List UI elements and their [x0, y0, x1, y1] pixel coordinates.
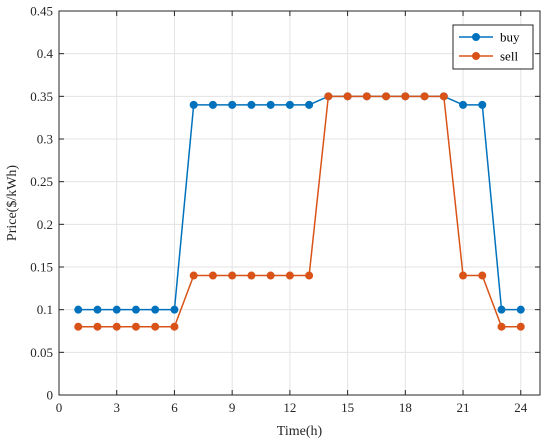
data-point-sell	[305, 271, 314, 280]
x-tick-label: 9	[229, 400, 236, 415]
series-buy	[74, 92, 525, 314]
y-tick-label: 0.45	[30, 4, 53, 19]
x-tick-label: 18	[399, 400, 412, 415]
data-point-buy	[93, 305, 102, 314]
data-point-buy	[151, 305, 160, 314]
x-tick-label: 12	[283, 400, 296, 415]
data-point-sell	[208, 271, 217, 280]
data-point-buy	[459, 100, 468, 109]
data-point-sell	[420, 92, 429, 101]
data-point-buy	[516, 305, 525, 314]
x-axis-title: Time(h)	[277, 424, 323, 439]
data-point-sell	[516, 322, 525, 331]
legend-entry-buy: buy	[459, 30, 520, 45]
data-point-sell	[74, 322, 83, 331]
data-point-buy	[285, 100, 294, 109]
data-point-buy	[247, 100, 256, 109]
data-point-sell	[151, 322, 160, 331]
legend-label-buy: buy	[500, 30, 520, 45]
x-tick-label: 15	[341, 400, 354, 415]
data-point-sell	[247, 271, 256, 280]
data-point-buy	[170, 305, 179, 314]
x-tick-label: 3	[113, 400, 120, 415]
data-point-buy	[305, 100, 314, 109]
legend-entry-sell: sell	[459, 49, 518, 64]
data-point-sell	[439, 92, 448, 101]
data-point-buy	[497, 305, 506, 314]
data-point-buy	[478, 100, 487, 109]
data-point-buy	[112, 305, 121, 314]
y-tick-label: 0.35	[30, 89, 53, 104]
data-point-sell	[382, 92, 391, 101]
x-tick-label: 21	[457, 400, 470, 415]
x-tick-label: 24	[514, 400, 528, 415]
x-tick-label: 0	[56, 400, 63, 415]
data-point-sell	[324, 92, 333, 101]
series-line-buy	[78, 95, 521, 311]
x-tick-label: 6	[171, 400, 178, 415]
data-point-sell	[112, 322, 121, 331]
data-point-sell	[497, 322, 506, 331]
data-point-buy	[131, 305, 140, 314]
data-point-buy	[74, 305, 83, 314]
y-tick-label: 0.15	[30, 260, 53, 275]
series-sell	[74, 92, 525, 331]
legend-swatch-marker	[472, 33, 480, 41]
y-tick-label: 0	[47, 388, 54, 403]
data-point-buy	[228, 100, 237, 109]
legend: buy sell	[452, 24, 534, 70]
data-point-sell	[362, 92, 371, 101]
data-point-sell	[170, 322, 179, 331]
y-tick-label: 0.3	[37, 132, 53, 147]
data-point-sell	[93, 322, 102, 331]
data-point-sell	[228, 271, 237, 280]
legend-box	[452, 24, 534, 70]
data-point-sell	[459, 271, 468, 280]
series-layer	[74, 92, 525, 331]
y-tick-label: 0.05	[30, 345, 53, 360]
data-point-buy	[189, 100, 198, 109]
legend-swatch-marker	[472, 52, 480, 60]
y-tick-label: 0.1	[37, 302, 53, 317]
y-axis-title: Price($/kWh)	[5, 165, 20, 242]
data-point-sell	[189, 271, 198, 280]
legend-label-sell: sell	[500, 49, 518, 64]
y-tick-label: 0.2	[37, 217, 53, 232]
series-line-sell	[78, 95, 521, 328]
plot-frame	[58, 10, 541, 396]
axis-ticks: 0 3 6 9 12 15 18 21 24 0 0.05 0.1 0.15 0.2 0.25 0.3 0.35…	[30, 4, 540, 415]
data-point-sell	[266, 271, 275, 280]
data-point-sell	[131, 322, 140, 331]
data-point-buy	[208, 100, 217, 109]
data-point-sell	[478, 271, 487, 280]
y-tick-label: 0.4	[37, 46, 54, 61]
y-tick-label: 0.25	[30, 174, 53, 189]
data-point-sell	[343, 92, 352, 101]
data-point-sell	[401, 92, 410, 101]
data-point-buy	[266, 100, 275, 109]
data-point-sell	[285, 271, 294, 280]
